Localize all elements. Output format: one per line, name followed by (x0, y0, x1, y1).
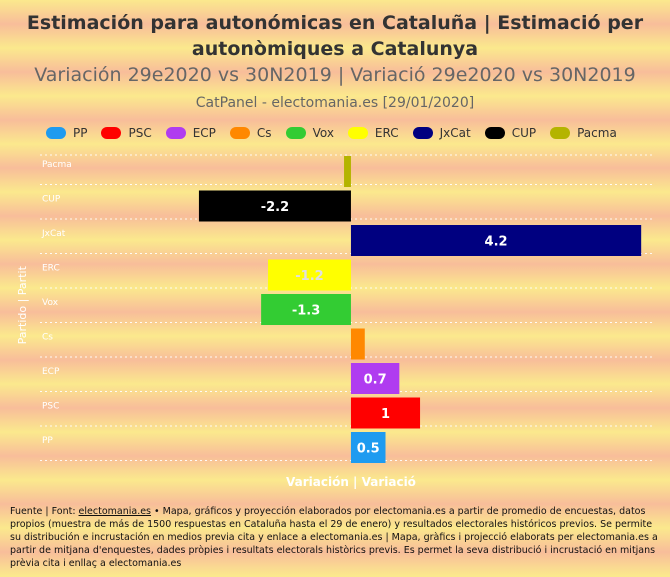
legend-item-pp[interactable]: PP (46, 126, 87, 140)
category-label: PP (42, 436, 53, 446)
category-label: ERC (42, 264, 60, 274)
legend-swatch (101, 127, 122, 139)
bar-chart: Pacma CUP -2.2 JxCat 4.2 ERC -1.2 Vox -1.3 Cs ECP 0… (16, 156, 642, 489)
data-label: 0.7 (364, 373, 387, 388)
bar-cs (350, 328, 365, 360)
bar-pacma (344, 156, 351, 187)
category-label: Vox (42, 298, 59, 308)
legend: PP PSC ECP Cs Vox ERC JxCat CUP Pacma (46, 123, 631, 143)
legend-swatch (484, 127, 505, 139)
legend-swatch (229, 127, 250, 139)
bar-vox (261, 294, 351, 325)
x-axis-title: Variación | Variació (286, 475, 416, 489)
legend-item-cs[interactable]: Cs (229, 126, 272, 140)
category-label: JxCat (41, 229, 66, 239)
bar-erc (268, 259, 351, 291)
legend-swatch (46, 127, 66, 139)
legend-swatch (550, 127, 571, 139)
data-label: -2.2 (261, 200, 289, 215)
bar-jxcat (350, 225, 642, 256)
data-label: 1 (381, 407, 390, 422)
bar-ecp (350, 363, 400, 394)
bar-psc (350, 397, 421, 429)
legend-label: PP (73, 126, 88, 140)
legend-label: ECP (192, 126, 216, 140)
source-line: CatPanel - electomania.es [29/01/2020] (195, 95, 475, 111)
bar-cup (198, 190, 351, 222)
legend-swatch (412, 127, 433, 139)
category-label: ECP (42, 367, 60, 377)
legend-item-psc[interactable]: PSC (101, 126, 152, 140)
category-label: Pacma (42, 160, 72, 170)
legend-label: Cs (256, 126, 272, 140)
category-label: CUP (42, 195, 61, 205)
legend-swatch (285, 127, 306, 139)
chart-subtitle: Variación 29e2020 vs 30N2019 | Variació … (34, 64, 636, 86)
legend-swatch (347, 127, 368, 139)
legend-swatch (165, 127, 186, 139)
data-label: 4.2 (485, 235, 508, 250)
footer-prefix: Fuente | Font: (10, 506, 79, 517)
legend-label: ERC (374, 126, 399, 140)
legend-label: CUP (511, 126, 537, 140)
legend-item-ecp[interactable]: ECP (165, 126, 216, 140)
legend-item-cup[interactable]: CUP (484, 126, 537, 140)
category-label: PSC (42, 402, 59, 412)
footer-note: Fuente | Font: electomania.es • Mapa, gr… (10, 505, 660, 570)
legend-item-jxcat[interactable]: JxCat (412, 126, 471, 140)
legend-label: JxCat (439, 126, 471, 140)
footer-link[interactable]: electomania.es (78, 506, 152, 517)
legend-item-pacma[interactable]: Pacma (550, 126, 617, 140)
legend-label: Pacma (577, 126, 617, 140)
legend-item-erc[interactable]: ERC (347, 126, 399, 140)
data-label: -1.3 (292, 304, 320, 319)
y-axis-title: Partido | Partit (16, 265, 29, 344)
footer-text: • Mapa, gráficos y proyección elaborados… (10, 506, 658, 569)
legend-label: Vox (312, 126, 334, 140)
chart-title: Estimación para autonómicas en Cataluña … (26, 12, 644, 60)
data-label: -1.2 (295, 269, 323, 284)
legend-label: PSC (128, 126, 152, 140)
legend-item-vox[interactable]: Vox (285, 126, 334, 140)
data-label: 0.5 (357, 442, 380, 457)
bar-pp (350, 432, 386, 463)
category-label: Cs (42, 333, 53, 343)
